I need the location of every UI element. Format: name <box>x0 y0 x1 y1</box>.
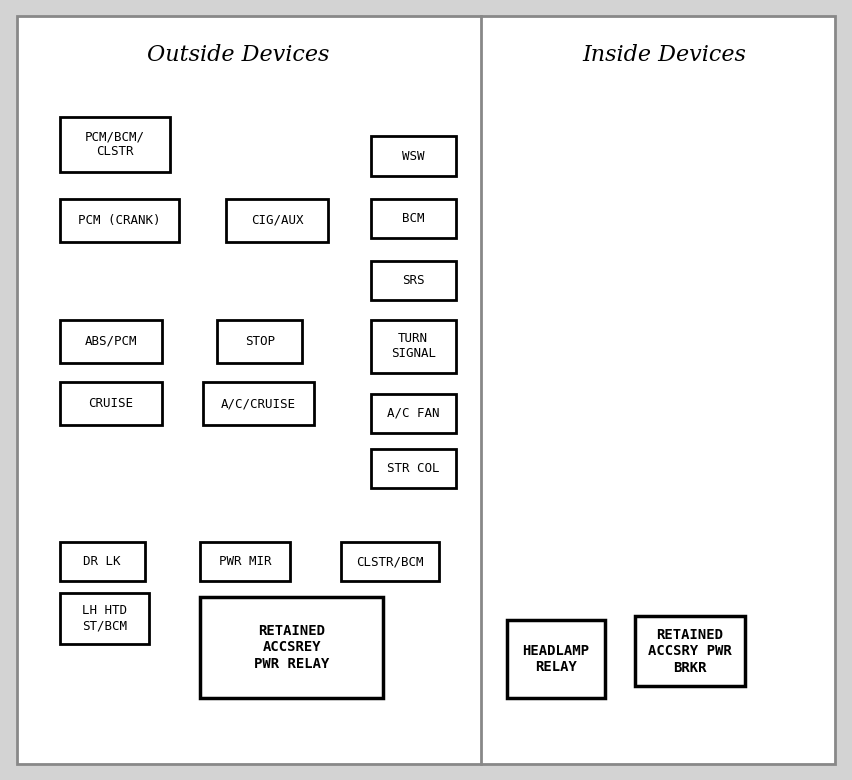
Text: HEADLAMP
RELAY: HEADLAMP RELAY <box>522 644 590 674</box>
Bar <box>60 199 179 242</box>
Text: RETAINED
ACCSREY
PWR RELAY: RETAINED ACCSREY PWR RELAY <box>254 624 330 671</box>
Bar <box>371 199 456 238</box>
Bar <box>371 320 456 373</box>
Bar <box>60 593 149 643</box>
Bar <box>371 394 456 433</box>
Bar <box>507 620 605 698</box>
Bar <box>60 382 162 425</box>
Text: PCM (CRANK): PCM (CRANK) <box>78 214 160 227</box>
Bar <box>341 542 439 581</box>
Bar <box>217 320 302 363</box>
Text: A/C FAN: A/C FAN <box>387 407 440 420</box>
Bar <box>60 320 162 363</box>
Text: WSW: WSW <box>402 150 424 162</box>
Text: PCM/BCM/
CLSTR: PCM/BCM/ CLSTR <box>85 130 145 158</box>
Text: DR LK: DR LK <box>83 555 121 568</box>
Bar <box>60 542 145 581</box>
Text: CLSTR/BCM: CLSTR/BCM <box>356 555 423 568</box>
Text: ABS/PCM: ABS/PCM <box>84 335 137 348</box>
Bar <box>203 382 314 425</box>
Bar <box>635 616 746 686</box>
Text: TURN
SIGNAL: TURN SIGNAL <box>391 332 435 360</box>
Bar <box>200 542 290 581</box>
Text: CIG/AUX: CIG/AUX <box>250 214 303 227</box>
Text: RETAINED
ACCSRY PWR
BRKR: RETAINED ACCSRY PWR BRKR <box>648 628 732 675</box>
Text: CRUISE: CRUISE <box>89 397 133 410</box>
Text: Outside Devices: Outside Devices <box>147 44 330 66</box>
Bar <box>371 448 456 488</box>
Text: STOP: STOP <box>245 335 275 348</box>
Bar <box>371 261 456 300</box>
Text: LH HTD
ST/BCM: LH HTD ST/BCM <box>82 604 127 632</box>
Bar <box>371 136 456 176</box>
Text: STR COL: STR COL <box>387 462 440 474</box>
Text: PWR MIR: PWR MIR <box>219 555 271 568</box>
Text: SRS: SRS <box>402 275 424 287</box>
Bar <box>200 597 383 698</box>
Bar <box>226 199 328 242</box>
Bar <box>60 117 170 172</box>
Text: Inside Devices: Inside Devices <box>583 44 746 66</box>
Text: A/C/CRUISE: A/C/CRUISE <box>221 397 296 410</box>
Text: BCM: BCM <box>402 212 424 225</box>
